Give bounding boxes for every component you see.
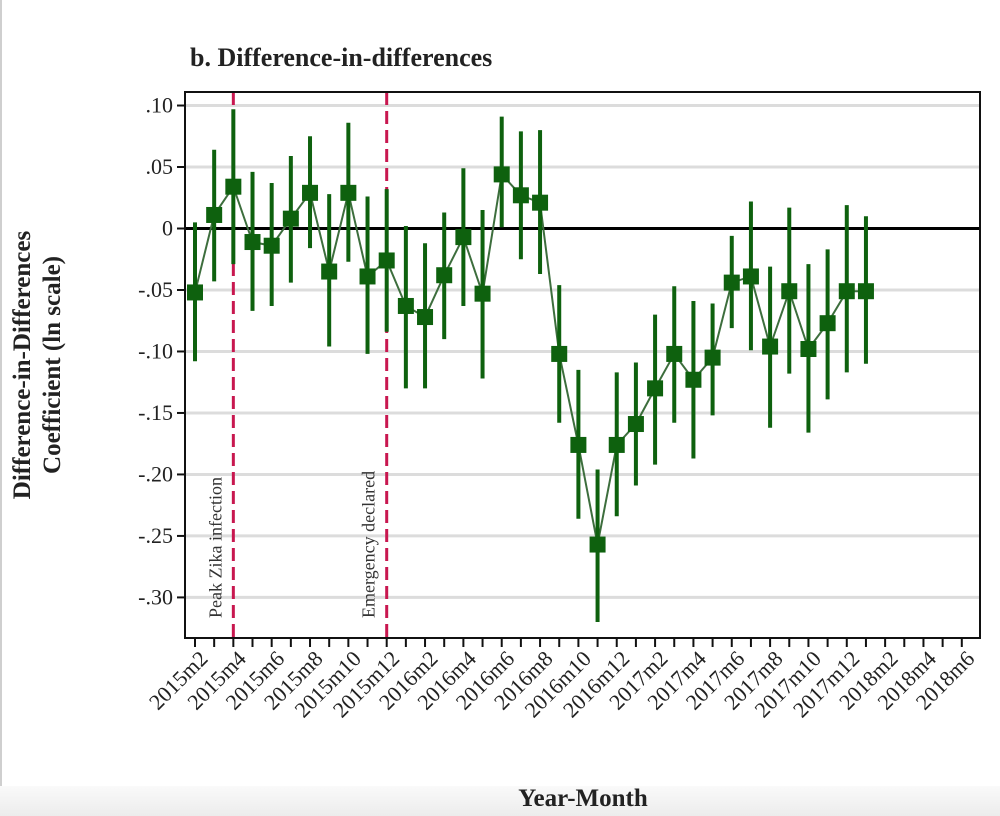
x-axis-title: Year-Month	[518, 785, 648, 812]
y-tick-label: -.15	[138, 400, 173, 425]
data-point	[225, 178, 242, 195]
data-point	[206, 206, 223, 223]
data-point	[762, 338, 779, 355]
data-point	[647, 380, 664, 397]
data-point	[474, 285, 491, 302]
data-point	[742, 268, 759, 285]
data-point	[666, 345, 683, 362]
data-point	[340, 184, 357, 201]
data-point	[608, 436, 625, 453]
x-axis: 2015m22015m42015m62015m82015m102015m1220…	[144, 638, 979, 722]
data-point	[244, 234, 261, 251]
data-point	[436, 267, 453, 284]
data-point	[302, 184, 319, 201]
data-point	[455, 229, 472, 246]
data-point	[781, 283, 798, 300]
y-tick-label: -.10	[138, 338, 173, 363]
y-tick-label: -.20	[138, 461, 173, 486]
data-point	[532, 194, 549, 211]
data-point	[378, 252, 395, 269]
data-point	[359, 268, 376, 285]
data-point	[627, 416, 644, 433]
data-point	[857, 283, 874, 300]
data-point	[493, 166, 510, 183]
data-point	[551, 345, 568, 362]
chart-title: b. Difference-in-differences	[190, 43, 492, 72]
data-point	[570, 436, 587, 453]
y-tick-label: -.05	[138, 277, 173, 302]
y-tick-label: -.25	[138, 523, 173, 548]
data-point	[187, 284, 203, 301]
y-tick-label: .05	[146, 154, 174, 179]
data-point	[321, 263, 338, 280]
data-point	[800, 341, 817, 358]
data-point	[397, 297, 414, 314]
data-point	[282, 210, 299, 227]
plot-frame	[184, 91, 981, 639]
y-axis-title-line2: Coefficient (ln scale)	[39, 256, 66, 474]
data-point	[723, 274, 740, 291]
y-axis-title-line1: Difference-in-Differences	[9, 231, 36, 500]
y-tick-label: .10	[146, 93, 174, 118]
y-tick-label: -.30	[138, 584, 173, 609]
window-border	[0, 0, 2, 816]
data-point	[589, 536, 606, 553]
data-point	[685, 371, 702, 388]
data-point	[819, 315, 836, 332]
event-label: Peak Zika infection	[205, 477, 225, 618]
y-tick-label: 0	[162, 216, 173, 241]
series	[187, 109, 874, 623]
gridlines	[185, 104, 980, 599]
data-point	[512, 187, 529, 204]
data-point	[704, 349, 721, 366]
event-lines: Peak Zika infection Emergency declared	[205, 92, 389, 638]
data-point	[417, 309, 434, 326]
data-point	[263, 237, 280, 254]
window-bottom-bar	[0, 786, 1000, 816]
event-label: Emergency declared	[359, 471, 379, 618]
data-point	[838, 283, 855, 300]
y-axis: .10 .05 0 -.05 -.10 -.15 -.20 -.25 -.30	[138, 93, 185, 609]
